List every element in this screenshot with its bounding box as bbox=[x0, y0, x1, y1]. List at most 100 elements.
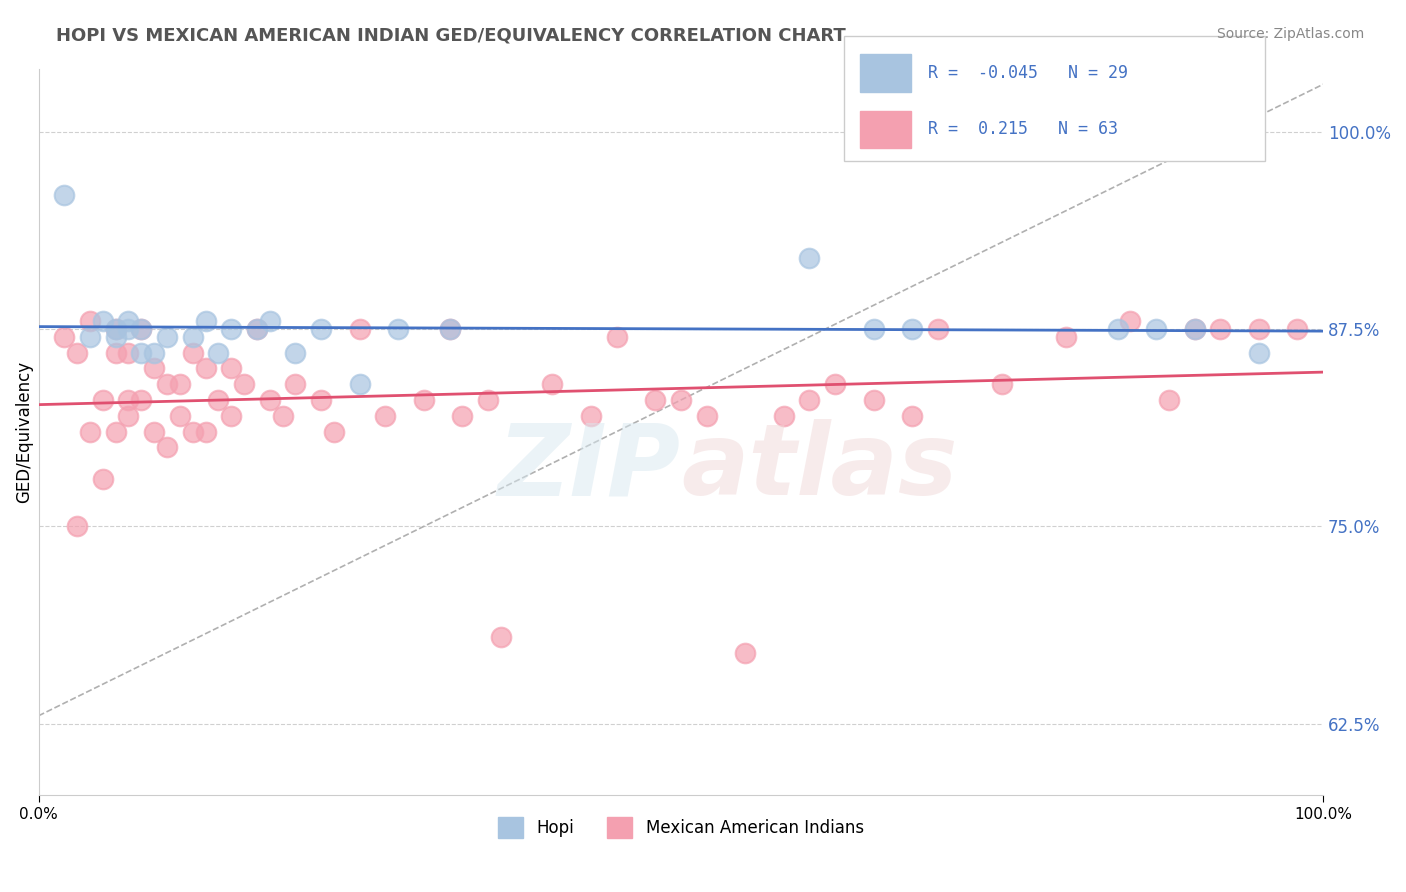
Point bbox=[117, 345, 139, 359]
Point bbox=[489, 630, 512, 644]
Point bbox=[117, 409, 139, 423]
Point bbox=[91, 392, 114, 407]
Point bbox=[349, 377, 371, 392]
Point bbox=[284, 377, 307, 392]
Text: ZIP: ZIP bbox=[498, 419, 681, 516]
Point bbox=[91, 314, 114, 328]
Point bbox=[169, 409, 191, 423]
Point bbox=[1119, 314, 1142, 328]
Point bbox=[477, 392, 499, 407]
Point bbox=[181, 330, 204, 344]
Point bbox=[1209, 322, 1232, 336]
Point bbox=[309, 322, 332, 336]
Point bbox=[194, 425, 217, 439]
Text: Source: ZipAtlas.com: Source: ZipAtlas.com bbox=[1216, 27, 1364, 41]
Point bbox=[104, 322, 127, 336]
Point bbox=[413, 392, 436, 407]
Point bbox=[734, 646, 756, 660]
Point bbox=[901, 322, 924, 336]
Point bbox=[387, 322, 409, 336]
Point bbox=[799, 251, 821, 265]
Point bbox=[349, 322, 371, 336]
Point bbox=[156, 441, 179, 455]
Point bbox=[1144, 322, 1167, 336]
Point bbox=[79, 314, 101, 328]
Point bbox=[79, 425, 101, 439]
Point bbox=[104, 345, 127, 359]
Point bbox=[246, 322, 269, 336]
Point bbox=[696, 409, 718, 423]
Point bbox=[451, 409, 474, 423]
Point bbox=[219, 322, 242, 336]
Point bbox=[131, 322, 153, 336]
Point bbox=[219, 361, 242, 376]
Point bbox=[669, 392, 692, 407]
Point bbox=[1184, 322, 1206, 336]
Point bbox=[284, 345, 307, 359]
FancyBboxPatch shape bbox=[844, 36, 1265, 161]
Point bbox=[644, 392, 666, 407]
Point bbox=[1247, 322, 1270, 336]
Point bbox=[1157, 392, 1180, 407]
Point bbox=[1054, 330, 1077, 344]
Point bbox=[131, 345, 153, 359]
Point bbox=[104, 330, 127, 344]
Point bbox=[131, 322, 153, 336]
Point bbox=[271, 409, 294, 423]
Point bbox=[1247, 345, 1270, 359]
Point bbox=[1184, 322, 1206, 336]
Point bbox=[207, 345, 229, 359]
Point bbox=[156, 330, 179, 344]
Point bbox=[117, 322, 139, 336]
Point bbox=[79, 330, 101, 344]
Point bbox=[246, 322, 269, 336]
Point bbox=[374, 409, 396, 423]
Point bbox=[323, 425, 346, 439]
Point bbox=[91, 472, 114, 486]
Point bbox=[901, 409, 924, 423]
Point bbox=[143, 425, 166, 439]
Point bbox=[104, 425, 127, 439]
Point bbox=[309, 392, 332, 407]
Point bbox=[991, 377, 1014, 392]
Point bbox=[66, 345, 89, 359]
Point bbox=[53, 330, 76, 344]
Point bbox=[181, 425, 204, 439]
Point bbox=[181, 345, 204, 359]
Legend: Hopi, Mexican American Indians: Hopi, Mexican American Indians bbox=[491, 811, 870, 845]
Point bbox=[219, 409, 242, 423]
Text: R =  -0.045   N = 29: R = -0.045 N = 29 bbox=[928, 64, 1128, 82]
Point bbox=[156, 377, 179, 392]
Point bbox=[117, 314, 139, 328]
Point bbox=[143, 361, 166, 376]
Point bbox=[862, 322, 884, 336]
Point bbox=[259, 314, 281, 328]
Point bbox=[169, 377, 191, 392]
Y-axis label: GED/Equivalency: GED/Equivalency bbox=[15, 360, 32, 503]
Point bbox=[131, 392, 153, 407]
Point bbox=[53, 187, 76, 202]
Point bbox=[194, 314, 217, 328]
Point bbox=[579, 409, 602, 423]
Bar bbox=[860, 54, 911, 92]
Point bbox=[927, 322, 949, 336]
Point bbox=[233, 377, 256, 392]
Point bbox=[772, 409, 794, 423]
Point bbox=[439, 322, 461, 336]
Point bbox=[194, 361, 217, 376]
Point bbox=[143, 345, 166, 359]
Point bbox=[259, 392, 281, 407]
Point bbox=[606, 330, 628, 344]
Point bbox=[799, 392, 821, 407]
Point bbox=[1107, 322, 1129, 336]
Point bbox=[1286, 322, 1309, 336]
Point bbox=[117, 392, 139, 407]
Text: HOPI VS MEXICAN AMERICAN INDIAN GED/EQUIVALENCY CORRELATION CHART: HOPI VS MEXICAN AMERICAN INDIAN GED/EQUI… bbox=[56, 27, 846, 45]
Point bbox=[824, 377, 846, 392]
Point bbox=[66, 519, 89, 533]
Point bbox=[104, 322, 127, 336]
Point bbox=[541, 377, 564, 392]
Text: atlas: atlas bbox=[681, 419, 957, 516]
Text: R =  0.215   N = 63: R = 0.215 N = 63 bbox=[928, 120, 1118, 138]
Point bbox=[439, 322, 461, 336]
